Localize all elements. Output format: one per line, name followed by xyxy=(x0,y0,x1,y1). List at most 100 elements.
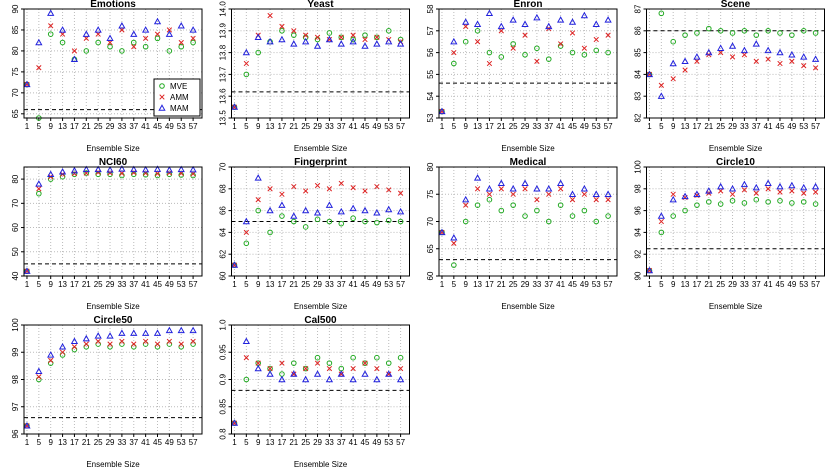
point xyxy=(154,170,161,177)
point xyxy=(243,240,250,247)
point xyxy=(362,36,368,43)
x-tick-label: 33 xyxy=(325,438,334,447)
y-tick-label: 96 xyxy=(634,206,643,215)
point xyxy=(741,28,748,34)
y-tick-label: 98 xyxy=(11,375,20,384)
point xyxy=(534,45,540,52)
x-tick-label: 21 xyxy=(289,438,298,447)
x-axis-label: Ensemble Size xyxy=(709,302,763,311)
point xyxy=(580,184,589,192)
point xyxy=(581,207,588,214)
point xyxy=(605,49,611,56)
point xyxy=(657,212,665,219)
point xyxy=(386,187,392,193)
point xyxy=(474,186,481,192)
panel: NCI60 1 5 9 13 17 21 25 29 33 37 41 45 49 53 57 40 50 60 70… xyxy=(11,157,203,311)
point xyxy=(474,39,481,45)
point xyxy=(485,9,494,17)
y-tick-label: 100 xyxy=(11,318,20,332)
point xyxy=(789,32,795,38)
point xyxy=(753,58,759,64)
x-tick-label: 53 xyxy=(177,122,186,131)
point xyxy=(166,48,173,54)
point xyxy=(165,166,174,173)
panel: Circle50 1 5 9 13 17 21 25 29 33 37 41 45 49 53 57 96 97 9… xyxy=(11,315,203,469)
point xyxy=(510,191,516,197)
x-tick-label: 25 xyxy=(94,280,103,289)
point xyxy=(604,190,612,197)
y-tick-label: 13.6 xyxy=(219,88,228,104)
y-tick-label: 98 xyxy=(634,184,643,193)
x-tick-label: 45 xyxy=(153,438,162,447)
point xyxy=(350,365,356,372)
point xyxy=(451,49,457,56)
point xyxy=(789,58,795,64)
x-tick-label: 53 xyxy=(177,438,186,447)
point xyxy=(800,199,807,205)
x-tick-label: 45 xyxy=(361,438,370,447)
point xyxy=(569,197,576,203)
x-tick-label: 41 xyxy=(349,438,358,447)
point xyxy=(313,370,322,377)
point xyxy=(450,37,458,45)
panel: Cal500 1 5 9 13 17 21 25 29 33 37 41 45 49 53 57 0.8 0.85… xyxy=(219,315,410,469)
point xyxy=(581,191,588,197)
y-tick-label: 80 xyxy=(11,174,20,183)
x-tick-label: 25 xyxy=(301,122,310,131)
x-tick-label: 57 xyxy=(189,438,198,447)
y-tick-label: 87 xyxy=(634,4,643,13)
point xyxy=(83,341,89,347)
point xyxy=(462,195,470,203)
point xyxy=(556,16,565,23)
y-tick-label: 84 xyxy=(634,69,643,78)
x-tick-label: 13 xyxy=(473,122,482,131)
point xyxy=(350,32,356,38)
x-tick-label: 41 xyxy=(556,122,565,131)
point xyxy=(741,200,748,206)
x-tick-label: 45 xyxy=(776,122,785,131)
point xyxy=(522,186,528,192)
point xyxy=(338,180,344,187)
point xyxy=(337,370,345,377)
x-tick-label: 37 xyxy=(544,280,553,289)
point xyxy=(669,59,677,67)
point xyxy=(658,10,665,17)
point xyxy=(645,70,654,78)
point xyxy=(374,354,380,361)
point xyxy=(153,329,162,336)
point xyxy=(266,206,274,214)
x-tick-label: 1 xyxy=(25,438,30,447)
x-tick-label: 33 xyxy=(117,280,126,289)
y-tick-label: 80 xyxy=(11,46,20,55)
x-tick-label: 53 xyxy=(384,122,393,131)
point xyxy=(255,360,261,366)
point xyxy=(154,35,161,42)
x-tick-label: 37 xyxy=(337,122,346,131)
point xyxy=(801,190,807,196)
point xyxy=(362,360,368,366)
x-tick-label: 13 xyxy=(266,280,275,289)
point xyxy=(71,171,78,178)
x-tick-label: 57 xyxy=(604,122,613,131)
point xyxy=(338,34,345,41)
point xyxy=(462,38,469,45)
x-tick-label: 49 xyxy=(372,280,381,289)
x-tick-label: 53 xyxy=(592,122,601,131)
x-tick-label: 21 xyxy=(82,280,91,289)
legend-label: AMM xyxy=(170,93,189,102)
point xyxy=(486,60,493,67)
point xyxy=(509,184,517,192)
point xyxy=(48,357,54,364)
x-tick-label: 5 xyxy=(244,280,249,289)
point xyxy=(812,65,819,71)
point xyxy=(670,76,676,82)
point xyxy=(35,38,43,46)
point xyxy=(765,28,771,34)
x-tick-label: 21 xyxy=(289,122,298,131)
point xyxy=(545,184,553,192)
point xyxy=(83,48,90,54)
point xyxy=(534,207,540,214)
panel-title: NCI60 xyxy=(99,157,128,168)
x-tick-label: 37 xyxy=(129,438,138,447)
